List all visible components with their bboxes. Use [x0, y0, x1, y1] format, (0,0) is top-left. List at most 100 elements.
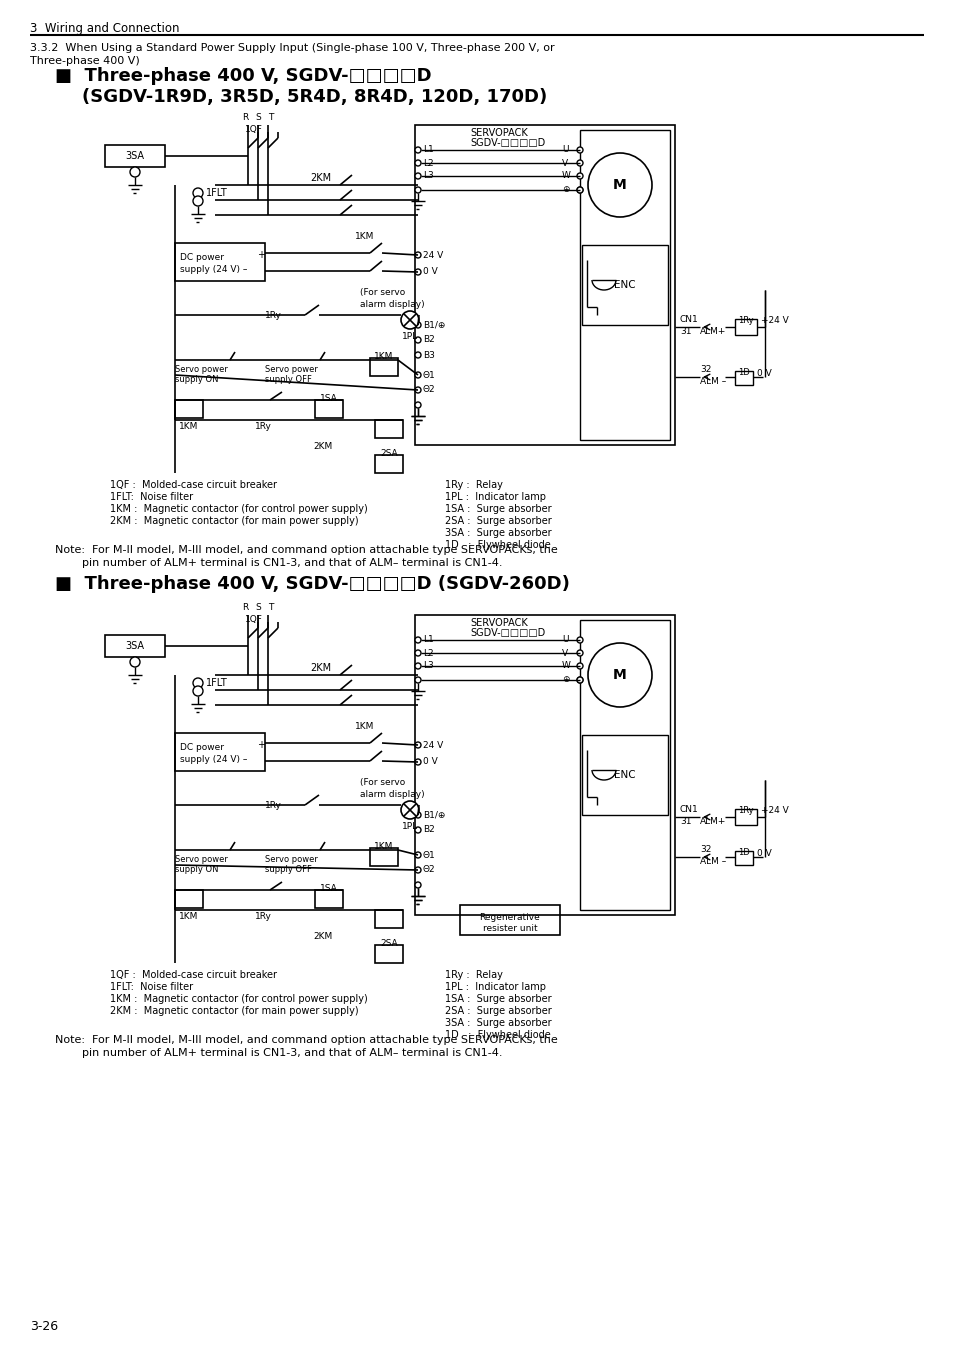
Text: Three-phase 400 V): Three-phase 400 V): [30, 55, 139, 66]
Text: 1KM: 1KM: [355, 233, 374, 241]
Circle shape: [415, 758, 420, 765]
Circle shape: [577, 662, 582, 669]
Bar: [581, 735, 667, 815]
Bar: [375, 910, 402, 927]
Circle shape: [193, 196, 203, 206]
Circle shape: [415, 827, 420, 833]
Text: 1D   :  Flywheel diode: 1D : Flywheel diode: [444, 539, 550, 550]
Text: Θ1: Θ1: [422, 850, 436, 860]
Text: B1/⊕: B1/⊕: [422, 320, 445, 330]
Text: L1: L1: [422, 635, 434, 645]
Circle shape: [577, 187, 582, 193]
Bar: [415, 615, 675, 915]
Text: ⊕: ⊕: [561, 676, 569, 684]
Bar: [105, 635, 165, 657]
Circle shape: [577, 160, 582, 166]
Text: supply (24 V) –: supply (24 V) –: [180, 754, 247, 764]
Text: SGDV-□□□□D: SGDV-□□□□D: [470, 138, 545, 147]
Bar: [734, 850, 752, 865]
Bar: [734, 370, 752, 385]
Text: 1KM :  Magnetic contactor (for control power supply): 1KM : Magnetic contactor (for control po…: [110, 504, 367, 514]
Text: 0 V: 0 V: [757, 369, 771, 379]
Circle shape: [193, 685, 203, 696]
Bar: [174, 890, 203, 909]
Text: 1PL: 1PL: [401, 822, 417, 831]
Circle shape: [415, 882, 420, 888]
Text: 2KM: 2KM: [310, 173, 331, 183]
Bar: [105, 145, 165, 168]
Circle shape: [577, 187, 582, 193]
Text: M: M: [613, 668, 626, 681]
Bar: [314, 400, 343, 418]
Text: L1: L1: [422, 146, 434, 154]
Text: S: S: [254, 114, 260, 122]
Text: 1FLT:  Noise filter: 1FLT: Noise filter: [110, 982, 193, 992]
Circle shape: [577, 637, 582, 644]
Bar: [579, 130, 669, 439]
Bar: [174, 400, 203, 418]
Text: B3: B3: [422, 350, 435, 360]
Circle shape: [415, 337, 420, 343]
Text: 1PL :  Indicator lamp: 1PL : Indicator lamp: [444, 492, 545, 502]
Text: ■  Three-phase 400 V, SGDV-□□□□D: ■ Three-phase 400 V, SGDV-□□□□D: [55, 68, 431, 85]
Text: CN1: CN1: [679, 804, 698, 814]
Text: SERVOPACK: SERVOPACK: [470, 128, 527, 138]
Text: Note:  For M-II model, M-III model, and command option attachable type SERVOPACK: Note: For M-II model, M-III model, and c…: [55, 1036, 558, 1045]
Text: 1KM: 1KM: [374, 352, 394, 361]
Circle shape: [577, 650, 582, 656]
Text: 32: 32: [700, 845, 711, 854]
Text: 2SA :  Surge absorber: 2SA : Surge absorber: [444, 516, 551, 526]
Text: 3-26: 3-26: [30, 1320, 58, 1333]
Text: 3SA: 3SA: [126, 151, 144, 161]
Circle shape: [577, 173, 582, 178]
Text: 1Ry :  Relay: 1Ry : Relay: [444, 480, 502, 489]
Circle shape: [415, 160, 420, 166]
Bar: [314, 890, 343, 909]
Circle shape: [415, 852, 420, 859]
Bar: [375, 456, 402, 473]
Text: U: U: [561, 635, 568, 645]
Text: 1Ry: 1Ry: [738, 806, 753, 815]
Text: 1Ry: 1Ry: [265, 800, 281, 810]
Text: V: V: [561, 158, 568, 168]
Bar: [174, 733, 265, 771]
Text: R: R: [242, 114, 248, 122]
Text: pin number of ALM+ terminal is CN1-3, and that of ALM– terminal is CN1-4.: pin number of ALM+ terminal is CN1-3, an…: [82, 558, 502, 568]
Text: +24 V: +24 V: [760, 806, 788, 815]
Bar: [415, 124, 675, 445]
Bar: [734, 808, 757, 825]
Text: 1FLT: 1FLT: [206, 677, 228, 688]
Text: 1KM: 1KM: [179, 913, 198, 921]
Text: 1Ry: 1Ry: [254, 913, 272, 921]
Text: 1KM: 1KM: [179, 422, 198, 431]
Text: 1SA: 1SA: [320, 393, 337, 403]
Text: 1Ry :  Relay: 1Ry : Relay: [444, 969, 502, 980]
Text: 1PL: 1PL: [401, 333, 417, 341]
Text: Regenerative: Regenerative: [479, 913, 539, 922]
Text: 32: 32: [700, 365, 711, 375]
Text: +24 V: +24 V: [760, 316, 788, 324]
Text: 1KM: 1KM: [374, 842, 394, 850]
Bar: [174, 243, 265, 281]
Text: 2KM :  Magnetic contactor (for main power supply): 2KM : Magnetic contactor (for main power…: [110, 516, 358, 526]
Circle shape: [193, 677, 203, 688]
Text: Servo power: Servo power: [265, 365, 317, 375]
Bar: [734, 319, 757, 335]
Circle shape: [415, 322, 420, 329]
Text: 2KM :  Magnetic contactor (for main power supply): 2KM : Magnetic contactor (for main power…: [110, 1006, 358, 1015]
Text: Servo power: Servo power: [174, 365, 228, 375]
Circle shape: [415, 742, 420, 748]
Text: ENC: ENC: [614, 280, 635, 289]
Text: 1FLT:  Noise filter: 1FLT: Noise filter: [110, 492, 193, 502]
Text: T: T: [268, 603, 274, 612]
Text: 31: 31: [679, 327, 691, 337]
Text: W: W: [561, 661, 570, 671]
Text: 1QF :  Molded-case circuit breaker: 1QF : Molded-case circuit breaker: [110, 969, 276, 980]
Bar: [375, 945, 402, 963]
Circle shape: [577, 147, 582, 153]
Text: SGDV-□□□□D: SGDV-□□□□D: [470, 627, 545, 638]
Text: 1Ry: 1Ry: [738, 316, 753, 324]
Text: supply ON: supply ON: [174, 865, 218, 873]
Text: B2: B2: [422, 826, 435, 834]
Text: resister unit: resister unit: [482, 923, 537, 933]
